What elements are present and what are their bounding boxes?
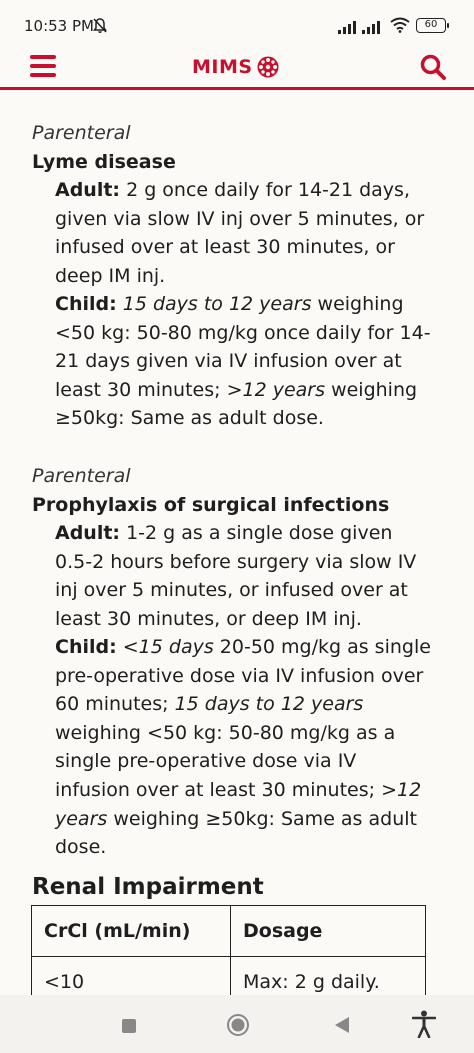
adult-dose-text: Adult: 1-2 g as a single dose given 0.5-… — [55, 519, 435, 633]
bell-muted-icon — [92, 17, 108, 38]
accessibility-icon[interactable] — [411, 1010, 437, 1042]
adult-dose: 2 g once daily for 14-21 days, given via… — [55, 179, 425, 287]
logo-globe-icon — [257, 56, 279, 78]
adult-dose-text: Adult: 2 g once daily for 14-21 days, gi… — [55, 176, 435, 290]
table-cell-crcl: <10 — [31, 956, 231, 995]
system-nav-bar — [0, 995, 474, 1053]
battery-indicator: 60 — [416, 18, 449, 33]
child-dose: weighing ≥50kg: Same as adult dose. — [55, 378, 418, 430]
indication-title: Lyme disease — [32, 151, 176, 173]
signal-icon — [338, 19, 358, 38]
square-recents-icon[interactable] — [122, 1018, 136, 1037]
child-dose-text: Child: <15 days 20-50 mg/kg as single pr… — [55, 633, 435, 862]
child-label: Child: — [55, 293, 117, 315]
table-row: <10 Max: 2 g daily. — [31, 956, 426, 995]
table-cell-dosage: Max: 2 g daily. — [230, 956, 426, 995]
column-header-dosage: Dosage — [230, 905, 426, 957]
route-label: Parenteral — [32, 465, 131, 487]
child-age-range: 15 days to 12 years — [122, 293, 312, 315]
hamburger-menu-icon[interactable] — [30, 55, 56, 77]
child-dose: weighing <50 kg: 50-80 mg/kg as a single… — [55, 721, 396, 801]
search-icon[interactable] — [419, 53, 447, 81]
column-header-crcl: CrCl (mL/min) — [31, 905, 231, 957]
mims-logo[interactable]: MIMS — [192, 54, 280, 80]
renal-impairment-heading: Renal Impairment — [32, 874, 264, 900]
table-header-row: CrCl (mL/min) Dosage — [31, 905, 426, 957]
status-time: 10:53 PM — [24, 17, 94, 35]
adult-label: Adult: — [55, 522, 121, 544]
child-dose: weighing ≥50kg: Same as adult dose. — [55, 807, 417, 859]
child-age-range: <15 days — [122, 636, 214, 658]
adult-label: Adult: — [55, 179, 121, 201]
dosage-content: Parenteral Lyme disease Adult: 2 g once … — [0, 93, 474, 995]
child-age-range: >12 years — [226, 378, 326, 401]
triangle-back-icon[interactable] — [335, 1017, 350, 1037]
indication-title: Prophylaxis of surgical infections — [32, 494, 390, 516]
route-label: Parenteral — [32, 122, 131, 144]
renal-dosage-table: CrCl (mL/min) Dosage <10 Max: 2 g daily. — [31, 905, 426, 995]
logo-text: MIMS — [192, 56, 253, 78]
circle-home-icon[interactable] — [226, 1013, 250, 1041]
child-label: Child: — [55, 636, 117, 658]
child-dose: weighing <50 kg: 50-80 mg/kg once daily … — [55, 293, 431, 401]
status-bar: 10:53 PM 60 — [0, 0, 474, 44]
child-dose-text: Child: 15 days to 12 years weighing <50 … — [55, 290, 435, 433]
child-dose: 20-50 mg/kg as single pre-operative dose… — [55, 636, 431, 716]
child-age-range: 15 days to 12 years — [174, 693, 364, 716]
signal-icon-2 — [362, 19, 382, 38]
app-header: MIMS — [0, 44, 474, 90]
child-age-range: >12 years — [55, 778, 422, 830]
wifi-icon — [390, 17, 410, 37]
adult-dose: 1-2 g as a single dose given 0.5-2 hours… — [55, 522, 417, 630]
